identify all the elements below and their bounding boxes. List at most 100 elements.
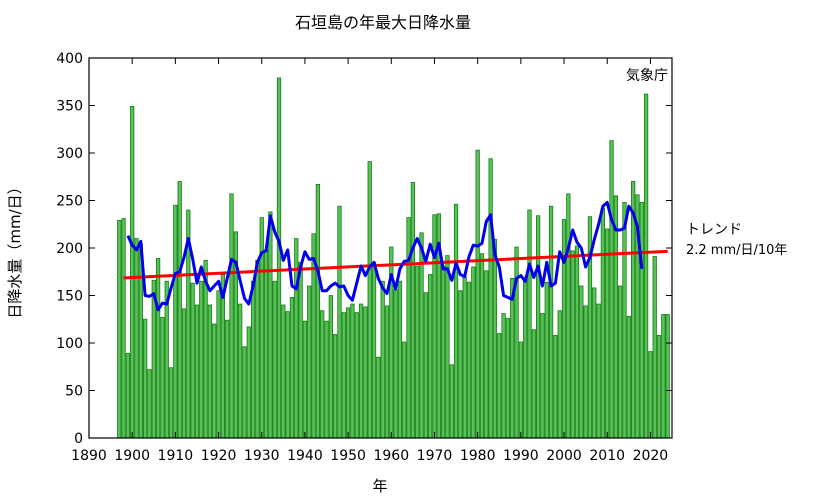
bar bbox=[190, 282, 195, 439]
y-tick-label: 50 bbox=[65, 384, 83, 400]
bar bbox=[423, 292, 428, 439]
bar bbox=[639, 201, 644, 439]
bar bbox=[553, 334, 558, 439]
moving-average-line bbox=[126, 200, 644, 312]
bar bbox=[255, 259, 260, 439]
bar bbox=[449, 364, 454, 439]
y-axis-label: 日降水量（mm/日） bbox=[6, 179, 24, 318]
bar bbox=[250, 280, 256, 439]
bar bbox=[579, 285, 584, 439]
bar bbox=[514, 246, 519, 439]
y-tick-label: 0 bbox=[74, 431, 83, 447]
axes: 0 50 100 150 200 250 300 350 400 1890 1900 1910 1920… bbox=[56, 51, 672, 464]
bar bbox=[402, 341, 407, 439]
bar bbox=[125, 353, 130, 439]
x-tick-label: 1910 bbox=[158, 448, 194, 464]
bar bbox=[238, 303, 243, 439]
x-tick-label: 2020 bbox=[633, 448, 669, 464]
bar bbox=[155, 258, 161, 439]
bar bbox=[358, 303, 364, 439]
bar bbox=[354, 312, 359, 439]
bar bbox=[510, 277, 515, 439]
bar bbox=[643, 93, 649, 439]
bar bbox=[289, 296, 295, 439]
bar bbox=[181, 308, 187, 439]
x-tick-label: 1970 bbox=[417, 448, 453, 464]
bar bbox=[160, 316, 165, 439]
bar bbox=[298, 261, 303, 439]
bars bbox=[117, 77, 670, 439]
bar bbox=[151, 279, 156, 439]
bar bbox=[315, 183, 321, 439]
bar bbox=[484, 270, 489, 439]
source-label: 気象庁 bbox=[626, 68, 668, 84]
bar bbox=[345, 307, 351, 439]
bar bbox=[350, 303, 355, 439]
bar bbox=[622, 201, 627, 439]
bar bbox=[471, 266, 476, 439]
bar bbox=[177, 181, 182, 439]
bar bbox=[544, 281, 549, 439]
bar bbox=[229, 193, 234, 439]
x-tick-label: 1900 bbox=[114, 448, 150, 464]
bar bbox=[199, 280, 204, 439]
bar bbox=[143, 318, 148, 439]
y-tick-label: 100 bbox=[56, 336, 83, 352]
bar bbox=[570, 250, 575, 439]
bar bbox=[410, 182, 416, 439]
bar bbox=[626, 315, 631, 439]
y-tick-label: 150 bbox=[56, 289, 83, 305]
bar bbox=[406, 217, 411, 439]
chart-title: 石垣島の年最大日降水量 bbox=[295, 13, 471, 32]
bar bbox=[333, 334, 338, 439]
bar bbox=[592, 287, 597, 439]
bar bbox=[656, 334, 662, 439]
bar bbox=[479, 253, 485, 439]
y-tick-label: 350 bbox=[56, 99, 83, 115]
bar bbox=[134, 238, 139, 439]
bar bbox=[242, 346, 247, 439]
trend-label-2: 2.2 mm/日/10年 bbox=[686, 243, 787, 258]
bar bbox=[147, 369, 152, 439]
y-tick-label: 300 bbox=[56, 146, 83, 162]
bar bbox=[384, 305, 390, 439]
bar bbox=[328, 295, 333, 439]
bar bbox=[121, 218, 126, 439]
bar bbox=[518, 341, 523, 439]
x-tick-label: 1940 bbox=[287, 448, 323, 464]
bar bbox=[367, 161, 372, 439]
bar bbox=[652, 256, 657, 439]
bar bbox=[432, 214, 437, 439]
bar bbox=[194, 304, 200, 439]
bar bbox=[561, 219, 567, 439]
x-tick-label: 1990 bbox=[503, 448, 539, 464]
bar bbox=[605, 228, 610, 439]
bar bbox=[371, 261, 377, 439]
bar bbox=[246, 326, 251, 439]
bar bbox=[492, 239, 498, 439]
bar bbox=[540, 313, 545, 439]
bar bbox=[207, 304, 213, 439]
bar bbox=[596, 303, 601, 439]
bar bbox=[609, 140, 614, 439]
bar bbox=[173, 204, 178, 439]
bar bbox=[566, 193, 571, 439]
trend-label-1: トレンド bbox=[686, 222, 742, 238]
bar bbox=[613, 195, 618, 439]
y-tick-label: 200 bbox=[56, 241, 83, 257]
bar bbox=[531, 329, 536, 439]
y-tick-label: 400 bbox=[56, 51, 83, 67]
bar bbox=[220, 274, 226, 439]
bar bbox=[453, 203, 459, 439]
bar bbox=[212, 323, 217, 439]
x-tick-label: 1950 bbox=[330, 448, 366, 464]
bar bbox=[307, 285, 312, 439]
bar bbox=[557, 310, 562, 439]
bar bbox=[263, 249, 269, 439]
bar bbox=[341, 312, 346, 439]
bar bbox=[466, 281, 472, 439]
bar bbox=[475, 149, 480, 439]
x-tick-label: 2000 bbox=[546, 448, 582, 464]
bar bbox=[376, 356, 381, 439]
bar bbox=[216, 290, 221, 439]
